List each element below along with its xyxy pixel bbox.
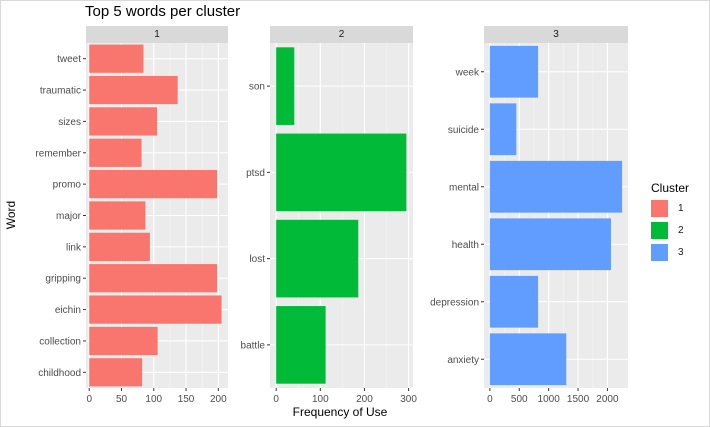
bar-health <box>489 218 611 271</box>
bar-remember <box>89 138 142 167</box>
x-tick-label: 150 <box>178 394 195 405</box>
x-tick-label: 100 <box>145 394 162 405</box>
legend-label-3: 3 <box>678 247 684 258</box>
bar-depression <box>489 275 539 328</box>
legend-label-1: 1 <box>678 203 684 214</box>
legend-item-1: 1 <box>651 199 689 218</box>
y-tick-label-anxiety: anxiety <box>447 355 479 366</box>
y-tick-label-son: son <box>249 82 265 93</box>
x-tick-label: 0 <box>273 394 279 405</box>
legend-label-2: 2 <box>678 225 684 236</box>
x-tick-label: 2000 <box>596 394 619 405</box>
x-tick-label: 200 <box>210 394 227 405</box>
facet-strip-1: 1 <box>86 26 228 43</box>
bar-mental <box>489 160 623 213</box>
x-tick-label: 200 <box>356 394 373 405</box>
bar-childhood <box>89 358 143 387</box>
y-tick-label-suicide: suicide <box>448 125 480 136</box>
bar-gripping <box>89 264 218 293</box>
x-tick-label: 1500 <box>567 394 590 405</box>
bar-major <box>89 201 146 230</box>
legend-item-3: 3 <box>651 243 689 262</box>
y-tick-label-childhood: childhood <box>38 368 81 379</box>
legend-key-1 <box>651 200 668 217</box>
x-tick-label: 50 <box>116 394 128 405</box>
bar-link <box>89 232 150 261</box>
bar-week <box>489 45 539 98</box>
panel-background-3 <box>484 43 628 388</box>
y-tick-label-major: major <box>56 211 82 222</box>
x-tick-label: 100 <box>312 394 329 405</box>
y-tick-label-traumatic: traumatic <box>40 86 81 97</box>
bar-traumatic <box>89 75 178 105</box>
bar-promo <box>89 170 218 199</box>
bar-anxiety <box>489 333 567 386</box>
y-tick-label-promo: promo <box>53 180 82 191</box>
legend-title: Cluster <box>651 181 690 195</box>
y-tick-label-link: link <box>66 242 82 253</box>
bar-tweet <box>89 44 144 73</box>
y-tick-label-gripping: gripping <box>45 274 81 285</box>
bar-sizes <box>89 107 157 136</box>
x-tick-label: 500 <box>511 394 528 405</box>
bar-collection <box>89 326 158 356</box>
facet-strip-2: 2 <box>270 26 413 43</box>
y-tick-label-collection: collection <box>39 336 81 347</box>
legend-key-2 <box>651 222 668 239</box>
bar-ptsd <box>276 133 407 212</box>
y-tick-label-tweet: tweet <box>57 54 81 65</box>
facet-strip-3: 3 <box>484 26 628 43</box>
x-tick-label: 1000 <box>538 394 561 405</box>
bar-suicide <box>489 103 517 156</box>
x-tick-label: 0 <box>487 394 493 405</box>
legend-key-3 <box>651 244 668 261</box>
y-tick-label-remember: remember <box>35 148 81 159</box>
y-tick-label-mental: mental <box>449 182 479 193</box>
y-tick-label-week: week <box>455 67 480 78</box>
x-tick-label: 0 <box>86 394 92 405</box>
bar-eichin <box>89 295 222 324</box>
legend: Cluster 1 2 3 <box>651 181 689 265</box>
y-tick-label-eichin: eichin <box>55 305 81 316</box>
y-tick-label-battle: battle <box>241 340 266 351</box>
x-axis-title: Frequency of Use <box>292 405 388 419</box>
bar-battle <box>276 306 326 384</box>
y-tick-label-health: health <box>452 240 479 251</box>
x-tick-label: 300 <box>400 394 417 405</box>
chart-title: Top 5 words per cluster <box>85 3 241 20</box>
y-tick-label-sizes: sizes <box>58 117 81 128</box>
bar-lost <box>276 219 359 298</box>
y-tick-label-depression: depression <box>430 297 479 308</box>
bar-son <box>276 47 295 125</box>
y-axis-title: Word <box>4 200 18 230</box>
y-tick-label-ptsd: ptsd <box>246 168 265 179</box>
legend-item-2: 2 <box>651 221 689 240</box>
y-tick-label-lost: lost <box>249 254 265 265</box>
